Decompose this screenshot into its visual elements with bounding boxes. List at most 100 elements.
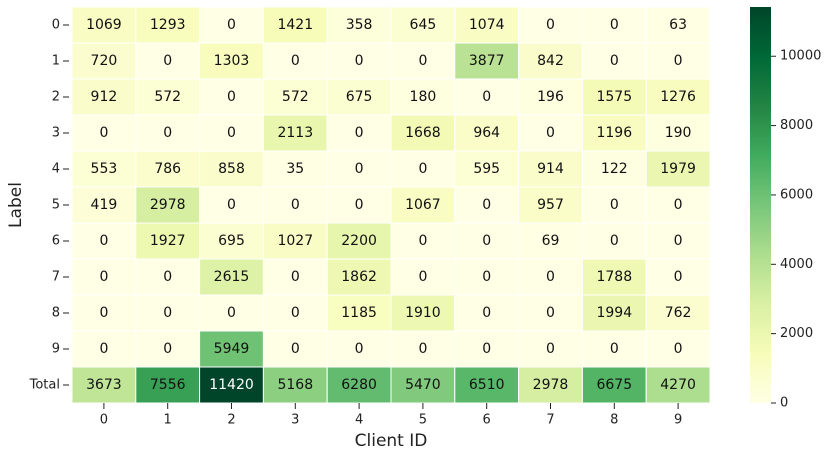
cell-label: 0 [482,269,491,285]
heatmap-cell [518,186,583,224]
cell-label: 0 [227,125,236,141]
y-tick-label: 5 [52,198,60,213]
heatmap-cell [454,330,520,368]
cell-label: 0 [610,53,619,69]
heatmap-cell [326,78,392,116]
colorbar-tick-label: 2000 [780,326,813,341]
cell-label: 0 [546,125,555,141]
heatmap-cell [390,366,456,404]
heatmap-cell [135,150,201,188]
heatmap-cell [390,42,456,80]
cell-label: 858 [218,161,245,177]
heatmap-cell [71,366,137,404]
cell-label: 0 [355,161,364,177]
cell-label: 0 [163,125,172,141]
cell-label: 595 [473,161,500,177]
heatmap-cell [390,222,456,260]
heatmap-cell [326,258,392,296]
heatmap-cell [71,222,137,260]
heatmap-cell [454,222,520,260]
cell-label: 1421 [277,17,313,33]
cell-label: 0 [482,305,491,321]
cell-label: 5470 [405,377,441,393]
colorbar [750,7,771,403]
cell-label: 1276 [660,89,696,105]
y-tick-label: 2 [52,90,60,105]
cell-label: 0 [418,269,427,285]
heatmap-cell [581,150,647,188]
cell-label: 786 [154,161,181,177]
cell-label: 0 [482,341,491,357]
cell-label: 419 [91,197,118,213]
cell-label: 2200 [341,233,377,249]
cell-label: 1185 [341,305,377,321]
heatmap-cell [71,42,137,80]
cell-label: 0 [674,53,683,69]
heatmap-cell [390,78,456,116]
heatmap-cell [518,294,583,332]
heatmap-cell [581,78,647,116]
heatmap-cell [71,186,137,224]
cell-label: 0 [291,305,300,321]
heatmap-cell [454,150,520,188]
cell-label: 1927 [150,233,186,249]
cell-label: 0 [546,341,555,357]
heatmap-cell [135,42,201,80]
cell-label: 0 [355,53,364,69]
cell-label: 0 [546,305,555,321]
heatmap-cell [326,366,392,404]
cell-label: 0 [610,341,619,357]
cell-label: 0 [227,17,236,33]
heatmap-cell [262,330,328,368]
heatmap-cell [645,366,711,404]
cell-label: 358 [346,17,373,33]
heatmap-cell [454,42,520,80]
heatmap-cell [71,330,137,368]
y-tick-label: 1 [52,54,60,69]
cell-label: 0 [674,197,683,213]
heatmap-cell [645,6,711,44]
cell-label: 572 [154,89,181,105]
cell-label: 0 [99,125,108,141]
heatmap-cell [518,42,583,80]
cell-label: 1069 [86,17,122,33]
cell-label: 1994 [596,305,632,321]
heatmap-cell [326,330,392,368]
cell-label: 0 [227,305,236,321]
cell-label: 3877 [469,53,505,69]
cell-label: 0 [227,197,236,213]
heatmap-cell [581,258,647,296]
heatmap-cell [326,42,392,80]
cell-label: 0 [482,233,491,249]
cell-label: 1862 [341,269,377,285]
cell-label: 0 [482,89,491,105]
heatmap-cell [581,6,647,44]
cell-label: 0 [418,341,427,357]
heatmap-cell [454,114,520,152]
heatmap-cell [645,114,711,152]
heatmap-cell [199,150,264,188]
cell-label: 122 [601,161,628,177]
y-tick-label: 0 [52,18,60,33]
heatmap-cell [645,186,711,224]
cell-label: 0 [610,233,619,249]
cell-label: 0 [418,233,427,249]
cell-label: 6675 [596,377,632,393]
cell-label: 4270 [660,377,696,393]
cell-label: 695 [218,233,245,249]
heatmap-cell [454,186,520,224]
heatmap-cell [518,330,583,368]
cell-label: 0 [291,341,300,357]
cell-label: 0 [418,53,427,69]
cell-label: 0 [355,125,364,141]
cell-label: 0 [99,305,108,321]
cell-label: 1293 [150,17,186,33]
cell-label: 0 [163,341,172,357]
heatmap-cell [581,222,647,260]
x-axis-label: Client ID [355,431,428,451]
heatmap-cell [262,42,328,80]
heatmap-cell [135,78,201,116]
cell-label: 190 [665,125,692,141]
x-tick-label: 3 [291,413,299,428]
colorbar-tick-label: 8000 [780,118,813,133]
